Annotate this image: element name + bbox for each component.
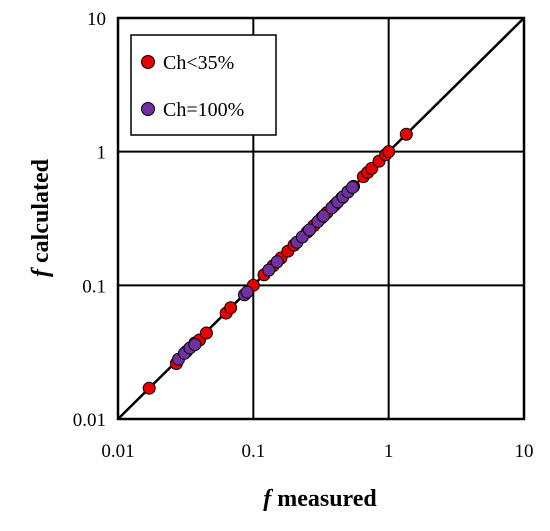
y-tick-label: 0.01	[73, 410, 106, 431]
point-ch-eq-100	[345, 180, 359, 194]
x-tick-label: 0.1	[241, 441, 265, 462]
x-tick-label: 10	[515, 441, 534, 462]
legend-marker-ch-eq-100	[141, 102, 155, 116]
x-axis-title: f measured	[263, 486, 377, 512]
y-tick-label: 10	[87, 9, 106, 30]
y-axis-title: f calculated	[28, 158, 54, 277]
legend-box	[130, 34, 277, 136]
grid	[118, 18, 524, 419]
legend: Ch<35% Ch=100%	[130, 34, 277, 136]
x-tick-label: 1	[384, 441, 394, 462]
legend-label-ch-lt-35: Ch<35%	[163, 52, 234, 74]
point-ch-eq-100	[188, 338, 202, 352]
plot-area	[116, 16, 526, 421]
legend-marker-ch-lt-35	[141, 55, 155, 69]
point-ch-lt-35	[399, 127, 413, 141]
point-ch-eq-100	[317, 209, 331, 223]
tick-labels: 0.01 0.1 1 10 0.01 0.1 1 10	[73, 9, 534, 462]
point-ch-eq-100	[302, 223, 316, 237]
point-ch-eq-100	[270, 255, 284, 269]
y-tick-label: 1	[97, 143, 107, 164]
legend-label-ch-eq-100: Ch=100%	[163, 99, 244, 121]
point-ch-lt-35	[142, 381, 156, 395]
data-points	[142, 127, 413, 395]
point-ch-lt-35	[224, 301, 238, 315]
point-ch-lt-35	[382, 145, 396, 159]
y-tick-label: 0.1	[82, 276, 106, 297]
point-ch-eq-100	[262, 263, 276, 277]
x-tick-label: 0.01	[101, 441, 134, 462]
point-ch-eq-100	[240, 285, 254, 299]
point-ch-lt-35	[199, 326, 213, 340]
